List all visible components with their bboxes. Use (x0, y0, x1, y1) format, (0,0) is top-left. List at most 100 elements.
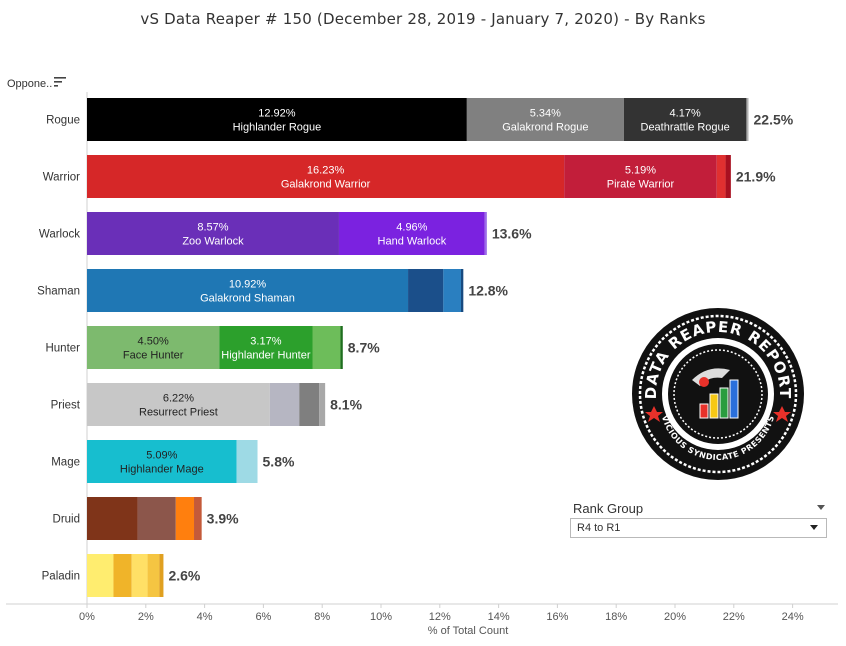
star-icon (773, 406, 791, 422)
segment-archetype-label: Resurrect Priest (139, 407, 218, 419)
category-label: Hunter (45, 343, 80, 355)
bar-segment[interactable] (113, 554, 132, 597)
bar-row-hunter: Hunter 4.50% Face Hunter 3.17% Highlander Hu… (45, 326, 380, 369)
bar-segment[interactable] (219, 326, 313, 369)
bar-segment[interactable] (137, 497, 176, 540)
bar-segment[interactable] (299, 383, 320, 426)
row-total-label: 22.5% (754, 112, 794, 128)
bar-segment[interactable] (269, 383, 300, 426)
logo-bar (729, 379, 739, 419)
row-total-label: 8.7% (348, 340, 380, 356)
bar-segment[interactable] (87, 98, 467, 141)
bar-segment[interactable] (460, 269, 464, 312)
bar-segment[interactable] (147, 554, 160, 597)
star-icon (645, 406, 663, 422)
x-tick-label: 6% (255, 611, 271, 623)
category-label: Shaman (37, 286, 80, 298)
x-tick-label: 16% (546, 611, 568, 623)
logo-bar (699, 403, 709, 419)
bar-segment[interactable] (319, 383, 326, 426)
row-total-label: 8.1% (330, 397, 362, 413)
rank-group-filter-title: Rank Group (573, 501, 644, 516)
segment-archetype-label: Zoo Warlock (182, 236, 244, 248)
sort-icon[interactable] (54, 76, 66, 88)
x-axis-label: % of Total Count (427, 625, 509, 637)
x-tick-label: 2% (138, 611, 154, 623)
bar-segment[interactable] (466, 98, 624, 141)
bar-segment[interactable] (338, 212, 485, 255)
segment-archetype-label: Pirate Warrior (607, 179, 675, 191)
bar-segment[interactable] (87, 155, 565, 198)
logo-bar-icon (699, 379, 739, 419)
x-tick-labels: 0% 2% 4% 6% 8% 10% 12% 14% 16% 18% 20% 22% 24% (79, 611, 804, 623)
bar-segment[interactable] (175, 497, 195, 540)
bar-row-shaman: Shaman 10.92% Galakrond Shaman 12.8% (37, 269, 509, 312)
category-label: Warrior (43, 172, 80, 184)
segment-percent-label: 8.57% (197, 222, 228, 234)
bar-segment[interactable] (340, 326, 343, 369)
chevron-down-icon (810, 525, 818, 530)
segment-percent-label: 5.09% (146, 450, 177, 462)
category-label: Mage (51, 457, 80, 469)
bar-segment[interactable] (623, 98, 747, 141)
bar-segment[interactable] (716, 155, 726, 198)
row-total-label: 13.6% (492, 226, 532, 242)
category-label: Rogue (46, 115, 80, 127)
bar-segment[interactable] (87, 212, 339, 255)
x-tick-label: 18% (605, 611, 627, 623)
bar-segment[interactable] (87, 326, 220, 369)
bar-segment[interactable] (312, 326, 341, 369)
rank-group-selected-value: R4 to R1 (577, 522, 621, 534)
x-tick-label: 10% (370, 611, 392, 623)
segment-archetype-label: Highlander Mage (120, 464, 204, 476)
category-label: Paladin (42, 571, 80, 583)
row-total-label: 12.8% (468, 283, 508, 299)
bar-segment[interactable] (159, 554, 164, 597)
segment-percent-label: 3.17% (250, 336, 281, 348)
bar-segment[interactable] (564, 155, 717, 198)
bar-segment[interactable] (746, 98, 749, 141)
bar-segment[interactable] (236, 440, 258, 483)
x-tick-label: 4% (197, 611, 213, 623)
row-total-label: 2.6% (168, 568, 200, 584)
filter-menu-caret-icon[interactable] (817, 505, 825, 510)
segment-archetype-label: Galakrond Rogue (502, 122, 588, 134)
row-total-label: 5.8% (263, 454, 295, 470)
segment-archetype-label: Face Hunter (123, 350, 184, 362)
x-tick-label: 12% (429, 611, 451, 623)
bar-segment[interactable] (87, 269, 409, 312)
bar-row-rogue: Rogue 12.92% Highlander Rogue 5.34% Galakron… (46, 98, 794, 141)
category-label: Priest (51, 400, 81, 412)
bar-row-mage: Mage 5.09% Highlander Mage 5.8% (51, 440, 295, 483)
segment-percent-label: 4.50% (138, 336, 169, 348)
segment-archetype-label: Deathrattle Rogue (641, 122, 730, 134)
segment-percent-label: 4.96% (396, 222, 427, 234)
category-label: Warlock (39, 229, 80, 241)
bar-segment[interactable] (408, 269, 444, 312)
segment-percent-label: 6.22% (163, 393, 194, 405)
bar-segment[interactable] (87, 440, 237, 483)
segment-archetype-label: Galakrond Warrior (281, 179, 371, 191)
segment-archetype-label: Highlander Rogue (233, 122, 322, 134)
gridlines (86, 604, 794, 608)
bar-segment[interactable] (725, 155, 731, 198)
chart-title: vS Data Reaper # 150 (December 28, 2019 … (140, 10, 706, 28)
data-reaper-report-logo: DATA REAPER REPORT VICIOUS SYNDICATE PRE… (632, 308, 804, 480)
bar-segment[interactable] (131, 554, 148, 597)
segment-percent-label: 4.17% (670, 108, 701, 120)
segment-percent-label: 16.23% (307, 165, 345, 177)
bar-segment[interactable] (87, 383, 270, 426)
bar-segment[interactable] (194, 497, 202, 540)
bar-segment[interactable] (484, 212, 487, 255)
rank-group-select[interactable]: R4 to R1 (570, 518, 827, 538)
segment-percent-label: 5.34% (530, 108, 561, 120)
bar-segment[interactable] (443, 269, 461, 312)
x-tick-label: 20% (664, 611, 686, 623)
x-tick-label: 22% (723, 611, 745, 623)
logo-bar (719, 387, 729, 419)
bar-segment[interactable] (87, 497, 138, 540)
bars: Rogue 12.92% Highlander Rogue 5.34% Galakron… (37, 98, 794, 597)
bar-segment[interactable] (87, 554, 114, 597)
bar-row-paladin: Paladin 2.6% (42, 554, 201, 597)
